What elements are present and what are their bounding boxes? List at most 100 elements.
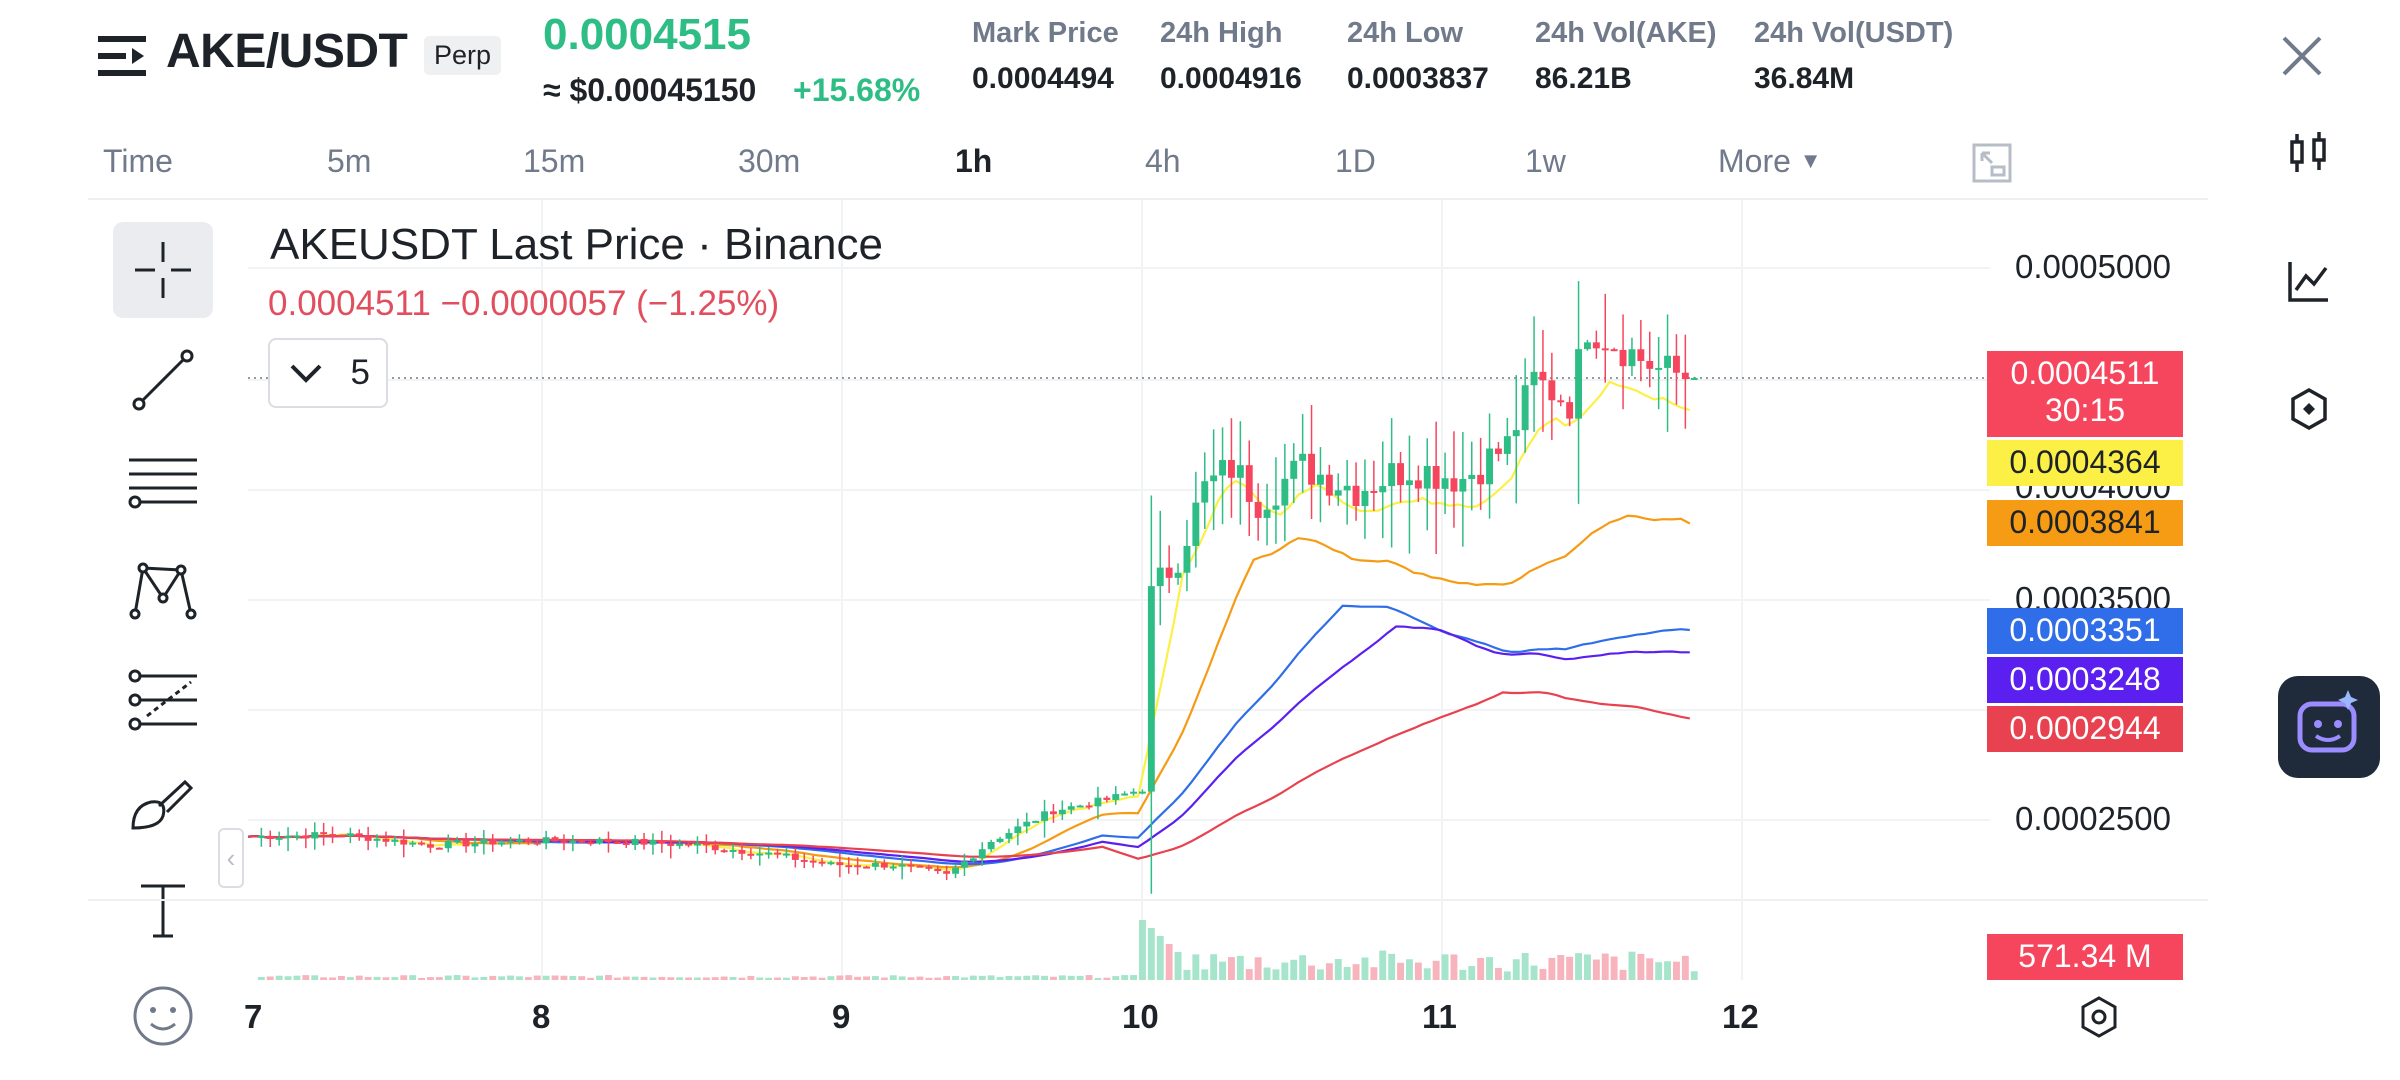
menu-icon[interactable] — [98, 34, 146, 78]
volume-bar — [1450, 954, 1458, 980]
volume-bar — [1406, 959, 1413, 980]
candle — [961, 861, 968, 868]
crosshair-tool-icon[interactable] — [113, 222, 213, 318]
volume-bar — [702, 977, 710, 980]
volume-bar — [809, 976, 817, 980]
candle — [284, 836, 292, 839]
ai-assistant-button[interactable] — [2278, 676, 2380, 778]
volume-bar — [925, 977, 933, 980]
volume-bar — [1459, 969, 1467, 980]
volume-bar — [622, 976, 630, 980]
ma1-price-tag: 0.0004364 — [1987, 440, 2183, 486]
price-axis-label: 0.0005000 — [2015, 248, 2171, 285]
tab-more[interactable]: More ▼ — [1718, 143, 1822, 180]
candle — [872, 862, 879, 867]
candle — [311, 832, 319, 839]
candle — [1539, 371, 1547, 381]
candle — [1023, 821, 1031, 827]
toolbar-divider — [88, 198, 2208, 200]
tab-15m[interactable]: 15m — [523, 143, 586, 179]
volume-bar — [1014, 976, 1022, 980]
volume-bar — [1156, 936, 1164, 980]
candle — [560, 841, 568, 844]
volume-bar — [266, 976, 274, 980]
volume-bar — [880, 977, 888, 980]
candle — [1557, 400, 1565, 403]
more-label: More — [1718, 143, 1791, 179]
brush-tool-icon[interactable] — [113, 756, 213, 852]
candle — [1495, 448, 1502, 454]
ma5-price-tag: 0.0002944 — [1987, 706, 2183, 752]
candle — [880, 862, 888, 868]
candle — [694, 843, 701, 846]
volume-bar — [729, 976, 737, 980]
low-24h-value: 0.0003837 — [1347, 62, 1489, 95]
volume-bar — [774, 977, 781, 980]
fib-tool-icon[interactable] — [113, 652, 213, 748]
volume-bar — [1486, 957, 1493, 980]
volume-bar — [498, 976, 506, 980]
volume-bar — [320, 977, 328, 980]
candle — [1308, 453, 1315, 485]
candle — [809, 860, 817, 863]
candle — [738, 849, 746, 854]
volume-bar — [872, 976, 879, 980]
volume-bar — [756, 977, 764, 980]
candle — [596, 838, 603, 844]
line-chart-icon[interactable] — [2286, 258, 2332, 304]
candle — [1406, 480, 1413, 486]
pattern-tool-icon[interactable] — [113, 542, 213, 638]
emoji-tool-icon[interactable] — [113, 968, 213, 1064]
volume-bar — [1067, 975, 1075, 980]
indicator-toggle[interactable]: 5 — [268, 338, 388, 408]
tab-1d[interactable]: 1D — [1335, 143, 1376, 179]
candle — [720, 850, 728, 853]
volume-bar — [516, 976, 523, 980]
volume-bar — [560, 975, 568, 980]
mark-price-label: Mark Price — [972, 17, 1119, 49]
candle — [622, 842, 630, 845]
candle — [1388, 463, 1396, 487]
volume-bar — [658, 976, 666, 980]
candle — [1263, 509, 1271, 518]
collapse-toolbar-icon[interactable]: ‹ — [218, 828, 244, 888]
volume-bar — [1512, 959, 1520, 980]
candle — [818, 861, 826, 864]
volume-bar — [1308, 965, 1315, 980]
trendline-tool-icon[interactable] — [113, 332, 213, 428]
last-price: 0.0004515 — [543, 10, 751, 59]
high-24h-value: 0.0004916 — [1160, 62, 1302, 95]
tab-1w[interactable]: 1w — [1525, 143, 1566, 179]
volume-bar — [1414, 962, 1422, 980]
volume-bar — [1370, 967, 1378, 980]
chart-settings-icon[interactable] — [2076, 994, 2122, 1040]
volume-bar — [1236, 955, 1244, 980]
candle — [1503, 436, 1511, 454]
pair-title[interactable]: AKE/USDT — [166, 25, 408, 78]
volume-bar — [1139, 920, 1146, 980]
indicator-hex-icon[interactable] — [2286, 386, 2332, 432]
volume-bar — [667, 977, 675, 980]
fullscreen-icon[interactable] — [1972, 143, 2012, 183]
volume-bar — [551, 975, 559, 980]
tab-time[interactable]: Time — [103, 143, 173, 179]
tab-30m[interactable]: 30m — [738, 143, 801, 179]
text-tool-icon[interactable] — [113, 862, 213, 958]
volume-bar — [480, 976, 488, 980]
candle — [1450, 478, 1458, 492]
horizontal-lines-tool-icon[interactable] — [113, 436, 213, 532]
volume-bar — [1521, 953, 1529, 980]
close-icon[interactable] — [2280, 34, 2324, 78]
tab-4h[interactable]: 4h — [1145, 143, 1181, 179]
candle — [1005, 833, 1013, 839]
tab-1h[interactable]: 1h — [955, 143, 993, 179]
candlestick-icon[interactable] — [2286, 130, 2332, 176]
candle — [1156, 567, 1164, 587]
candle — [1628, 349, 1636, 367]
volume-bar — [1441, 954, 1449, 980]
candle — [533, 842, 541, 845]
tab-5m[interactable]: 5m — [327, 143, 372, 179]
volume-bar — [1601, 953, 1609, 980]
candle — [791, 853, 799, 860]
